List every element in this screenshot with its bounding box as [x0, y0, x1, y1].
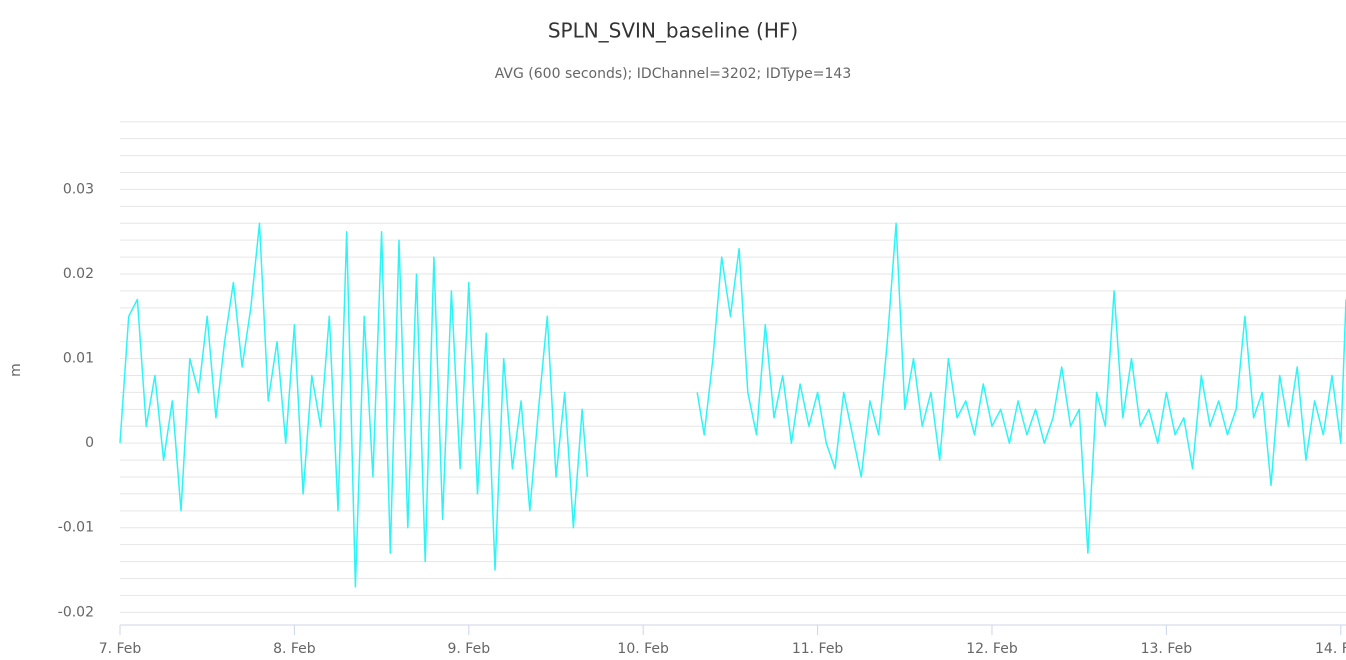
chart-title: SPLN_SVIN_baseline (HF)	[548, 19, 798, 43]
x-tick-label: 7. Feb	[99, 641, 142, 657]
x-tick-label: 14. Feb	[1315, 641, 1346, 657]
y-tick-label: 0.03	[63, 181, 94, 197]
y-tick-label: 0	[85, 435, 94, 451]
y-tick-label: 0.01	[63, 351, 94, 367]
y-axis-label: m	[8, 363, 24, 377]
data-line	[119, 222, 1346, 588]
x-tick-label: 8. Feb	[273, 641, 316, 657]
y-tick-label: -0.01	[58, 520, 94, 536]
x-tick-label: 10. Feb	[617, 641, 669, 657]
x-tick-label: 11. Feb	[792, 641, 844, 657]
x-tick-label: 12. Feb	[966, 641, 1018, 657]
x-tick-label: 13. Feb	[1141, 641, 1193, 657]
y-tick-label: -0.02	[58, 604, 94, 620]
x-tick-label: 9. Feb	[447, 641, 490, 657]
chart-subtitle: AVG (600 seconds); IDChannel=3202; IDTyp…	[495, 66, 851, 82]
y-tick-label: 0.02	[63, 266, 94, 282]
